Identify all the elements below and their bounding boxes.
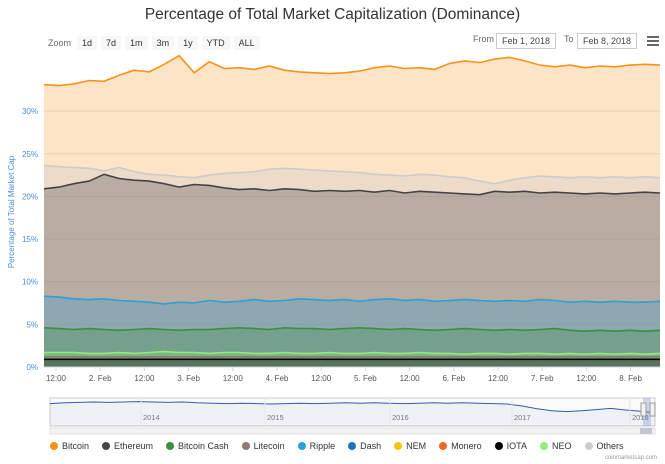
zoom-7d-button[interactable]: 7d	[101, 36, 122, 50]
line-others[interactable]	[43, 164, 661, 185]
legend-label: Ethereum	[114, 441, 154, 451]
legend-marker	[494, 442, 503, 450]
from-label: From	[473, 34, 494, 44]
navigator-year-label: 2017	[514, 413, 531, 422]
area-bitcoin	[44, 55, 660, 367]
legend-item-neo[interactable]: NEO	[540, 441, 572, 451]
navigator-area	[50, 401, 655, 426]
navigator-selection[interactable]	[643, 398, 651, 426]
to-date-input[interactable]: Feb 8, 2018	[577, 33, 637, 49]
legend-label: Ripple	[309, 441, 336, 451]
legend-item-nem[interactable]: NEM	[394, 441, 426, 451]
zoom-ytd-button[interactable]: YTD	[201, 36, 230, 50]
area-ripple	[44, 296, 660, 367]
legend-item-bitcoin[interactable]: Bitcoin	[50, 441, 89, 451]
navigator-scrollbar-thumb[interactable]	[640, 428, 652, 434]
area-ethereum	[44, 174, 660, 367]
legend-label: Monero	[451, 441, 482, 451]
y-tick-label: 15%	[22, 235, 38, 244]
legend-item-dash[interactable]: Dash	[348, 441, 381, 451]
y-tick-label: 30%	[22, 107, 38, 116]
legend: Bitcoin Ethereum Bitcoin Cash Litecoin Rippl…	[50, 441, 637, 451]
legend-label: Others	[596, 441, 624, 451]
credit-text: coinmarketcap.com	[604, 455, 657, 461]
navigator-year-label: 2015	[267, 413, 284, 422]
legend-label: NEO	[552, 441, 572, 451]
legend-label: IOTA	[506, 441, 527, 451]
legend-item-bitcoin-cash[interactable]: Bitcoin Cash	[166, 441, 229, 451]
legend-marker	[297, 442, 306, 450]
legend-marker	[584, 442, 593, 450]
line-bitcoin[interactable]	[43, 54, 661, 87]
from-date-input[interactable]: Feb 1, 2018	[496, 33, 556, 49]
zoom-label: Zoom	[48, 38, 72, 48]
navigator-left-handle[interactable]	[640, 402, 647, 417]
legend-item-monero[interactable]: Monero	[439, 441, 482, 451]
navigator-year-label: 2016	[392, 413, 409, 422]
legend-marker	[102, 442, 111, 450]
legend-label: NEM	[406, 441, 427, 451]
to-label: To	[564, 34, 574, 44]
zoom-1m-button[interactable]: 1m	[125, 36, 148, 50]
zoom-controls: Zoom 1d 7d 1m 3m 1y YTD ALL	[48, 36, 264, 50]
x-tick-label: 3. Feb	[177, 374, 200, 383]
zoom-1d-button[interactable]: 1d	[77, 36, 98, 50]
legend-marker	[540, 442, 548, 450]
x-tick-label: 12:00	[576, 374, 597, 383]
x-tick-label: 12:00	[46, 374, 67, 383]
legend-label: Litecoin	[253, 441, 285, 451]
menu-icon[interactable]	[647, 36, 659, 46]
legend-marker	[166, 442, 175, 450]
navigator-right-handle[interactable]	[649, 402, 656, 417]
x-tick-label: 8. Feb	[619, 374, 642, 383]
x-tick-label: 12:00	[311, 374, 332, 383]
x-tick-label: 6. Feb	[442, 374, 465, 383]
y-tick-label: 5%	[26, 320, 38, 329]
y-axis-label: Percentage of Total Market Cap	[7, 155, 16, 268]
chart-title: Percentage of Total Market Capitalizatio…	[144, 6, 521, 23]
legend-item-litecoin[interactable]: Litecoin	[241, 441, 285, 451]
navigator-scrollbar[interactable]	[49, 427, 656, 435]
legend-marker	[394, 442, 403, 450]
legend-marker	[348, 442, 357, 450]
navigator-year-label: 2014	[143, 413, 160, 422]
legend-label: Bitcoin	[62, 441, 90, 451]
legend-item-ethereum[interactable]: Ethereum	[102, 441, 153, 451]
x-tick-label: 12:00	[400, 374, 421, 383]
y-tick-label: 20%	[22, 192, 38, 201]
zoom-3m-button[interactable]: 3m	[151, 36, 175, 50]
line-ethereum[interactable]	[43, 173, 661, 196]
zoom-all-button[interactable]: ALL	[233, 36, 260, 50]
legend-item-others[interactable]: Others	[584, 441, 624, 451]
y-tick-label: 10%	[22, 278, 38, 287]
legend-label: Bitcoin Cash	[178, 441, 229, 451]
x-tick-label: 4. Feb	[266, 374, 289, 383]
x-tick-label: 2. Feb	[89, 374, 112, 383]
navigator[interactable]: 2014 2015 2016 2017 2018	[49, 397, 656, 435]
y-tick-label: 0%	[26, 363, 38, 372]
line-ripple[interactable]	[43, 295, 661, 305]
area-iota	[44, 359, 660, 367]
x-tick-label: 5. Feb	[354, 374, 377, 383]
line-bitcoin-cash[interactable]	[43, 326, 661, 333]
legend-marker	[439, 442, 448, 450]
navigator-line	[49, 401, 656, 414]
x-tick-label: 7. Feb	[531, 374, 554, 383]
area-others	[44, 165, 660, 367]
line-neo[interactable]	[44, 350, 661, 356]
y-tick-label: 25%	[22, 150, 38, 159]
legend-marker	[241, 442, 250, 450]
legend-label: Dash	[360, 441, 382, 451]
legend-item-iota[interactable]: IOTA	[494, 441, 527, 451]
x-tick-label: 12:00	[488, 374, 509, 383]
x-tick-label: 12:00	[134, 374, 155, 383]
zoom-1y-button[interactable]: 1y	[178, 36, 198, 50]
x-tick-label: 12:00	[223, 374, 244, 383]
navigator-year-label: 2018	[632, 413, 649, 422]
legend-marker	[50, 442, 58, 450]
legend-item-ripple[interactable]: Ripple	[297, 441, 336, 451]
